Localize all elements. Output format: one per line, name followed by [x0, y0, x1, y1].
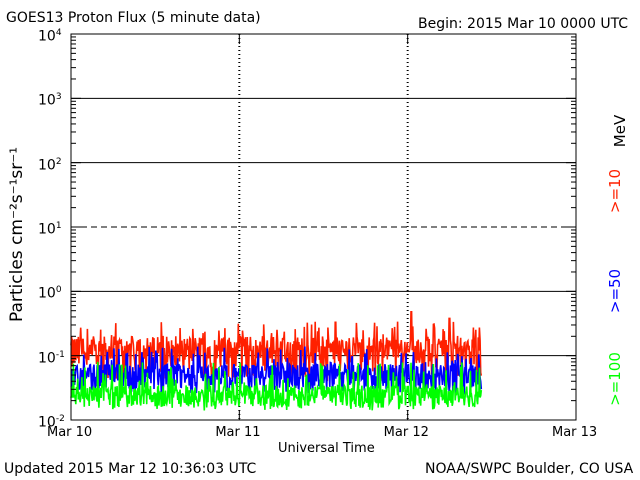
y-tick-base: 10 — [38, 285, 56, 302]
y-tick-base: 10 — [38, 414, 56, 431]
y-tick-exponent: 1 — [55, 221, 62, 231]
legend-unit-label: MeV — [611, 114, 629, 148]
series-lines — [70, 310, 483, 411]
y-tick-label: 100 — [38, 282, 62, 302]
x-tick-label: Mar 10 — [47, 425, 93, 440]
legend-entry: >=10 — [606, 168, 624, 214]
legend-entry: >=100 — [606, 352, 624, 406]
legend-entry: >=50 — [606, 268, 624, 314]
y-tick-base: 10 — [38, 28, 56, 45]
y-tick-exponent: -1 — [55, 349, 65, 360]
source-text: NOAA/SWPC Boulder, CO USA — [425, 461, 634, 477]
y-tick-label: 104 — [38, 25, 62, 45]
y-tick-label: 102 — [38, 154, 62, 174]
y-tick-label: 10-2 — [38, 411, 65, 431]
y-tick-label: 101 — [38, 218, 62, 238]
y-tick-base: 10 — [38, 350, 56, 367]
y-tick-exponent: 3 — [55, 92, 62, 103]
x-tick-label: Mar 13 — [552, 425, 598, 440]
y-tick-exponent: 2 — [55, 156, 62, 167]
x-tick-label: Mar 11 — [215, 425, 261, 440]
axis-ticks — [70, 33, 577, 421]
chart-title: GOES13 Proton Flux (5 minute data) — [6, 10, 261, 26]
begin-label: Begin: 2015 Mar 10 0000 UTC — [418, 16, 629, 32]
y-tick-label: 10-1 — [38, 347, 65, 367]
y-axis-label: Particles cm⁻²s⁻¹sr⁻¹ — [7, 146, 27, 322]
series-line-100 — [70, 361, 483, 411]
x-axis-label: Universal Time — [278, 441, 375, 456]
x-tick-label: Mar 12 — [383, 425, 429, 440]
y-tick-exponent: -2 — [55, 414, 65, 424]
grid-lines — [71, 34, 576, 420]
y-tick-exponent: 4 — [55, 28, 62, 38]
y-tick-base: 10 — [38, 92, 56, 109]
updated-text: Updated 2015 Mar 12 10:36:03 UTC — [4, 461, 257, 477]
y-tick-base: 10 — [38, 221, 56, 238]
y-tick-label: 103 — [38, 89, 62, 109]
y-tick-base: 10 — [38, 157, 56, 174]
y-tick-exponent: 0 — [55, 285, 62, 296]
